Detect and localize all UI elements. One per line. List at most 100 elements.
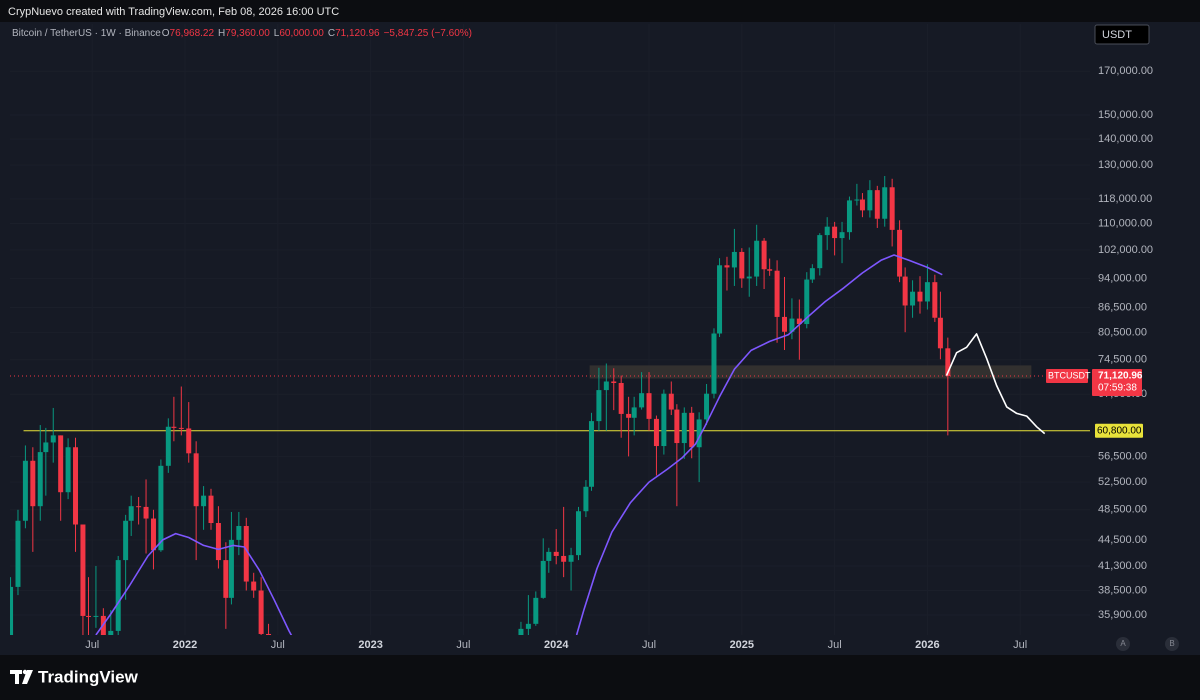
candle-body [724,265,730,268]
candle-body [832,226,838,239]
candle-body [846,200,852,233]
candle-body [596,390,602,422]
scale-button-label[interactable]: A [1120,639,1126,648]
candle-body [123,520,129,561]
currency-label[interactable]: USDT [1102,29,1132,41]
candle-body [93,615,99,617]
candle-body [178,427,184,429]
logo-part [22,670,33,684]
last-price-label: 71,120.96 [1098,371,1143,382]
x-tick-label: 2023 [358,639,382,651]
candle-body [754,240,760,277]
legend-value: 76,968.22 [170,28,215,39]
last-price-box [1092,368,1142,396]
countdown-label: 07:59:38 [1098,383,1137,394]
candle-body [739,251,745,279]
candle-body [208,495,214,524]
y-tick-label: 150,000.00 [1098,109,1153,121]
y-tick-label: 94,000.00 [1098,272,1147,284]
legend-key: C [328,28,335,39]
y-tick-label: 80,500.00 [1098,327,1147,339]
legend-value: 60,000.00 [279,28,324,39]
candle-body [611,381,617,383]
y-tick-label: 74,500.00 [1098,354,1147,366]
candle-body [533,597,539,624]
line-series [945,333,1046,435]
level-label-box [1095,423,1143,438]
legend-key: L [274,28,280,39]
candle-body [568,555,574,562]
candle-body [266,633,272,635]
x-tick-label: 2024 [544,639,569,651]
candle-body [689,412,695,448]
y-tick-label: 118,000.00 [1098,193,1152,205]
candle-body [789,318,795,332]
candle-body [646,393,652,419]
x-tick-label: Jul [1013,639,1027,651]
candle-body [22,460,28,521]
candle-body [518,628,524,635]
x-tick-label: 2022 [173,639,197,651]
legend-value: 71,120.96 [335,28,380,39]
candle-body [43,442,49,453]
candle-body [711,333,717,394]
header-bar [0,0,1200,22]
candle-body [258,590,264,634]
y-tick-label: 56,500.00 [1098,450,1147,462]
y-tick-label: 86,500.00 [1098,301,1147,313]
candle-body [696,419,702,448]
candle-body [30,460,36,507]
candle-body [546,551,552,561]
legend: Bitcoin / TetherUS · 1W · BinanceO76,968… [12,28,472,39]
candle-body [809,268,815,280]
candle-body [917,291,923,302]
candle-body [889,187,895,230]
candle-body [817,235,823,269]
candle-body [639,393,645,408]
candle-body [540,560,546,598]
candle-body [50,435,56,443]
candle-body [115,560,121,631]
candle-body [575,511,581,556]
candle-body [186,428,192,454]
candle-body [37,452,43,507]
candle-body [618,382,624,414]
scale-button[interactable] [1165,637,1179,651]
y-tick-label: 130,000.00 [1098,159,1153,171]
line-series [95,254,943,635]
candle-body [603,381,609,391]
candle-body [945,348,951,376]
candle-body [58,435,64,493]
candle-body [251,581,257,591]
candle-body [824,226,830,236]
x-tick-label: Jul [828,639,842,651]
currency-button[interactable] [1094,24,1150,45]
candle-body [782,316,788,332]
candle-body [937,317,943,349]
candle-body [681,412,687,444]
brand-name: TradingView [38,667,139,686]
scale-button-label[interactable]: B [1169,639,1174,648]
y-tick-label: 170,000.00 [1098,65,1153,77]
candle-body [15,520,21,587]
candle-body [804,279,810,325]
candle-body [80,524,86,616]
candle-body [839,232,845,239]
legend-key: H [218,28,225,39]
scale-button[interactable] [1116,637,1130,651]
candle-body [228,539,234,598]
candle-body [128,506,134,521]
candle-body [171,426,177,428]
x-tick-label: 2025 [730,639,754,651]
y-tick-label: 52,500.00 [1098,476,1147,488]
x-tick-label: Jul [642,639,656,651]
symbol-label: BTCUSDT [1048,370,1091,380]
candle-body [674,409,680,444]
candle-body [86,615,92,617]
candle-body [150,518,156,551]
price-zone [589,365,1032,379]
x-tick-label: Jul [271,639,285,651]
candle-body [653,418,659,447]
y-tick-label: 38,500.00 [1098,584,1147,596]
